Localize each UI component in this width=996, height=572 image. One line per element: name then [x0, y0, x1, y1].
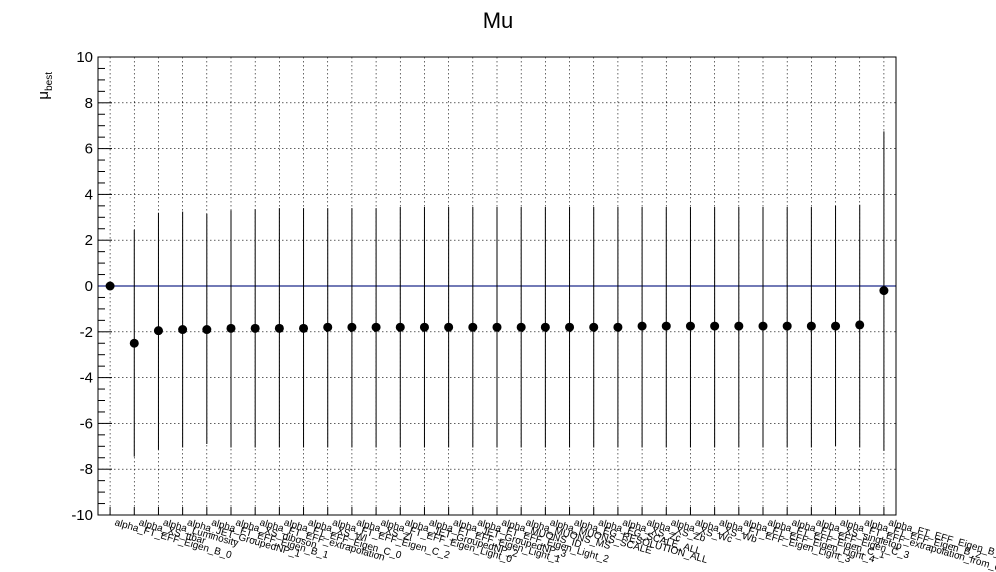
y-tick-label: 8: [85, 95, 93, 112]
data-point: [444, 322, 454, 332]
y-axis-label: μbest: [35, 72, 55, 100]
data-point: [395, 322, 405, 332]
y-axis-ticks: -10 -8 -6 -4 -2 0 2 4 6 8 10: [71, 49, 885, 524]
data-point: [565, 322, 575, 332]
data-point: [589, 322, 599, 332]
y-tick-label: -10: [71, 507, 93, 524]
data-point: [855, 320, 865, 330]
data-point: [734, 321, 744, 331]
data-point: [129, 338, 139, 348]
data-point: [153, 326, 163, 336]
y-tick-label: 10: [76, 49, 93, 66]
svg-text:μbest: μbest: [35, 72, 55, 100]
data-point: [637, 321, 647, 331]
plot-frame: [97, 56, 897, 516]
data-point: [758, 321, 768, 331]
data-point: [178, 325, 188, 335]
data-point: [371, 322, 381, 332]
data-point: [710, 321, 720, 331]
chart-title: Mu: [483, 8, 514, 33]
data-point: [323, 322, 333, 332]
data-point: [202, 325, 212, 335]
data-point: [492, 322, 502, 332]
data-point: [226, 323, 236, 333]
y-tick-label: 0: [85, 278, 93, 295]
data-point: [274, 323, 284, 333]
data-point: [347, 322, 357, 332]
data-point: [516, 322, 526, 332]
data-point: [613, 322, 623, 332]
data-point: [782, 321, 792, 331]
y-tick-label: -6: [80, 415, 93, 432]
data-point: [105, 281, 115, 291]
data-point: [299, 323, 309, 333]
y-tick-label: -2: [80, 324, 93, 341]
data-point: [468, 322, 478, 332]
data-point: [419, 322, 429, 332]
y-tick-label: -4: [80, 370, 93, 387]
y-axis-label-sub: best: [44, 72, 55, 91]
y-tick-label: -8: [80, 461, 93, 478]
data-point: [250, 323, 260, 333]
data-point: [806, 321, 816, 331]
data-points: [105, 131, 889, 457]
data-point: [540, 322, 550, 332]
y-tick-label: 4: [85, 186, 93, 203]
x-category-labels: alpha_FT_EFF_Eigen_B_0alpha_XS_ttbaralph…: [113, 517, 996, 572]
y-axis-label-main: μ: [35, 91, 52, 100]
data-point: [879, 286, 889, 296]
data-point: [831, 321, 841, 331]
data-point: [661, 321, 671, 331]
y-tick-label: 6: [85, 141, 93, 158]
data-point: [685, 321, 695, 331]
y-tick-label: 2: [85, 232, 93, 249]
